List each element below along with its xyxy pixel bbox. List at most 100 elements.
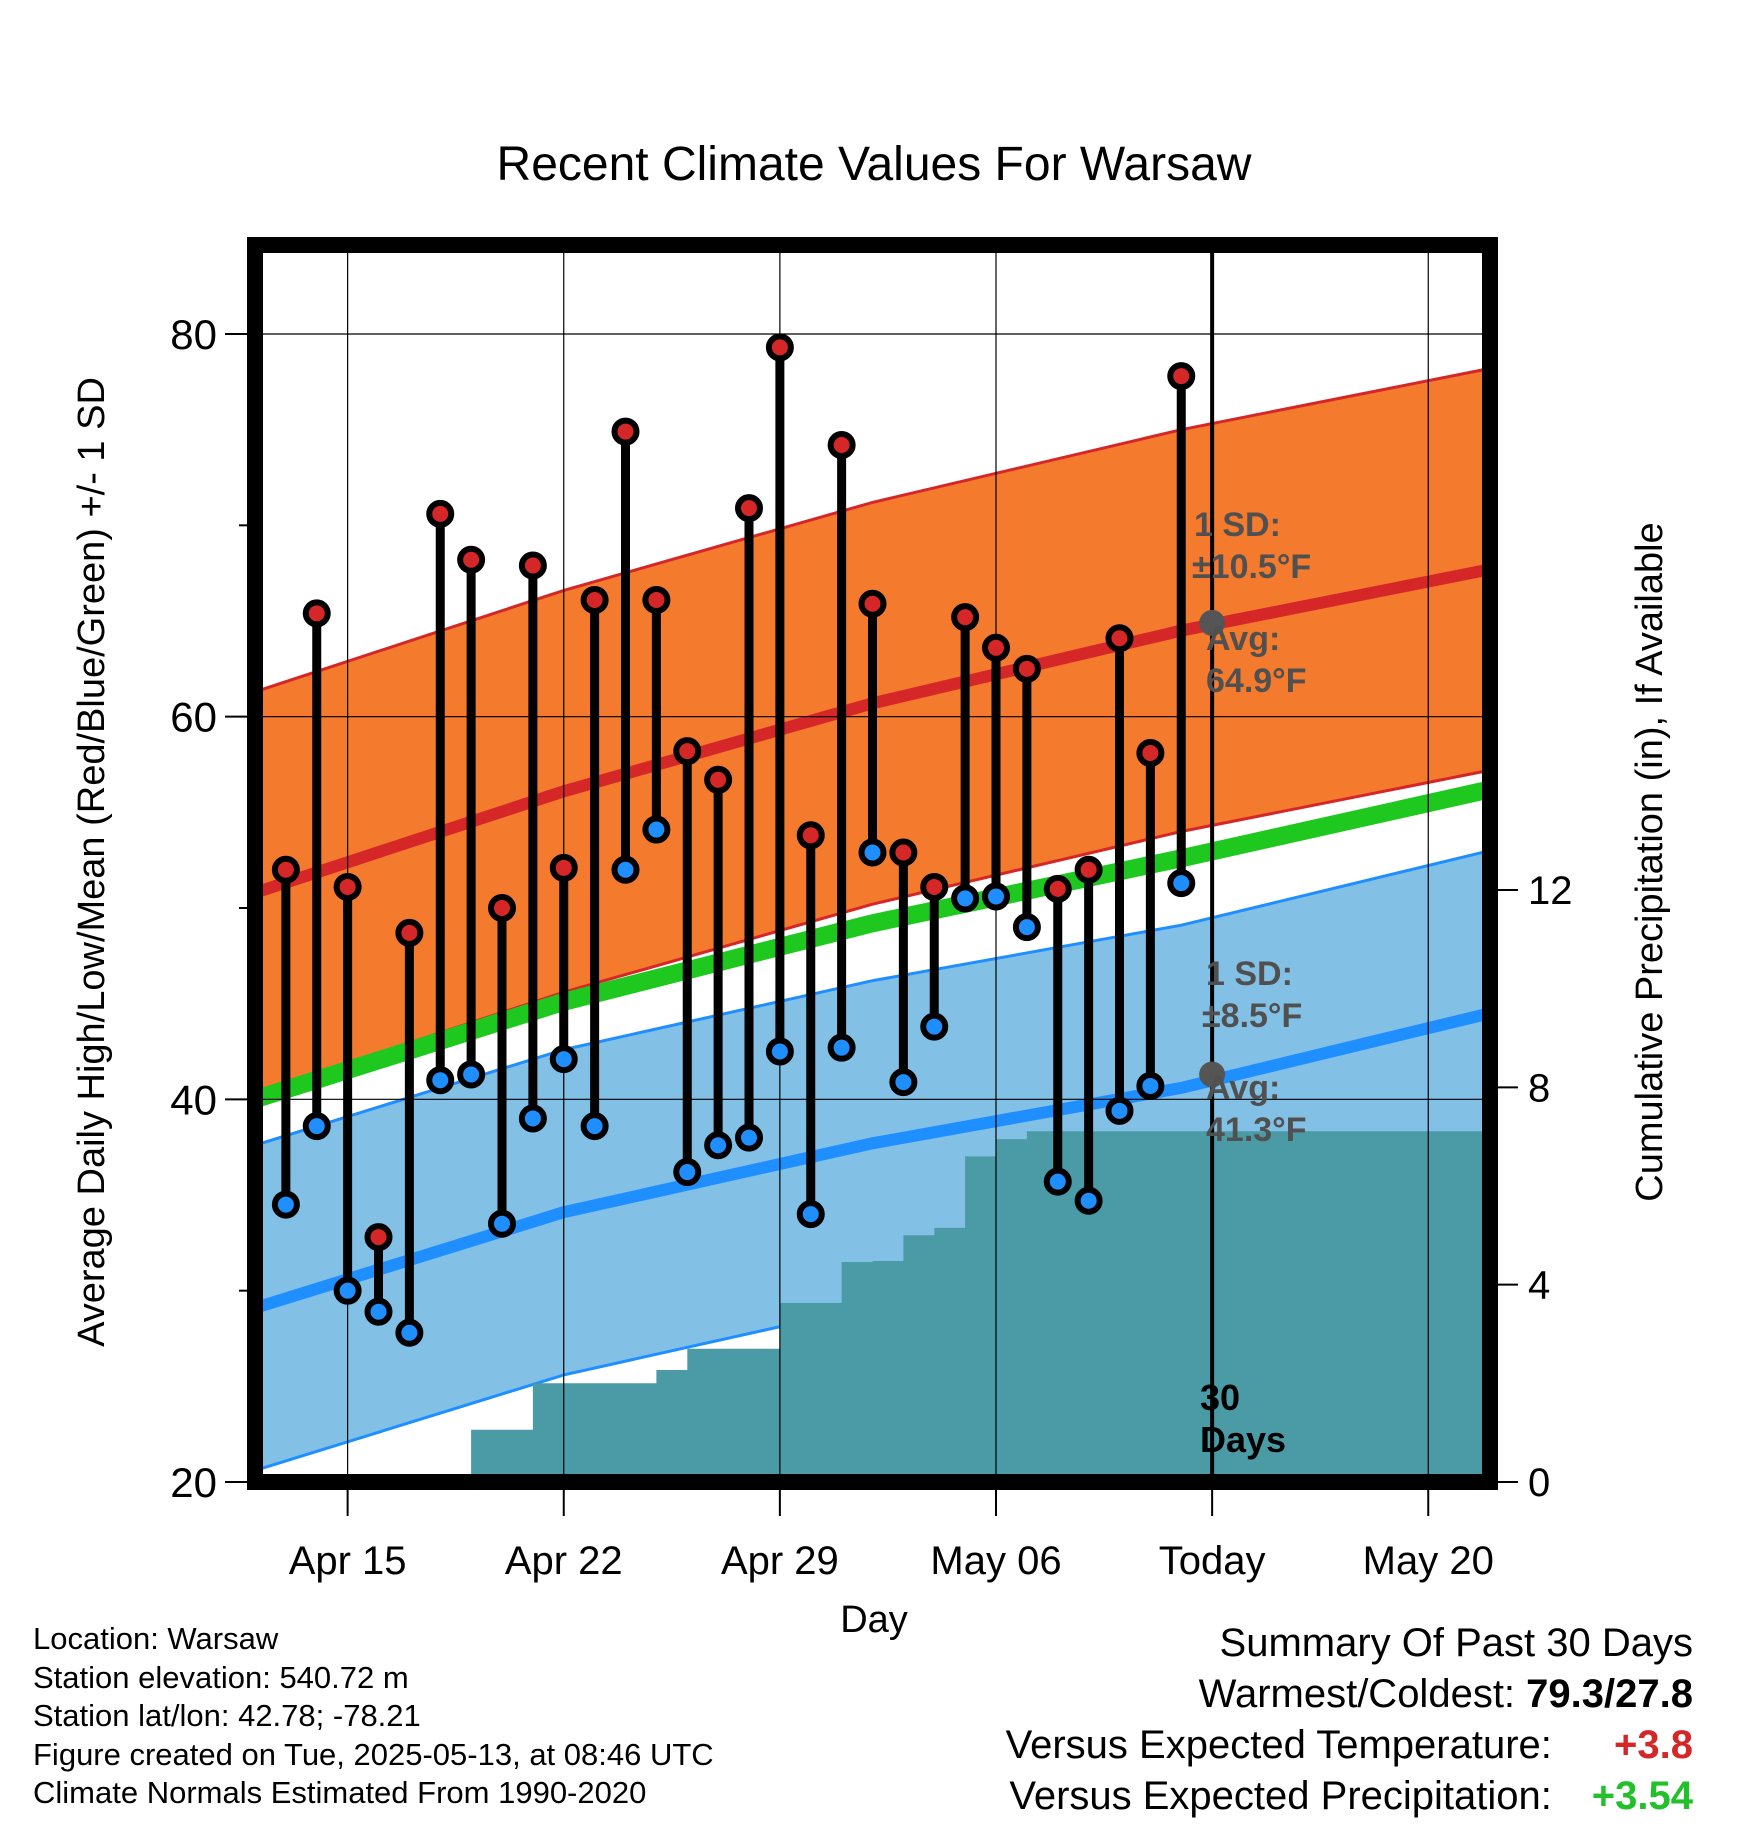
high-temp-point (1043, 874, 1072, 903)
summary-temp-value: +3.8 (1614, 1723, 1693, 1767)
high-temp-point (611, 417, 640, 446)
high-temp-point (271, 855, 300, 884)
y-tick-label: 80 (170, 311, 217, 358)
high-temp-point (704, 765, 733, 794)
low-temp-point (673, 1158, 702, 1187)
high-temp-point (642, 585, 671, 614)
summary-title: Summary Of Past 30 Days (1219, 1621, 1693, 1665)
low-temp-point (1043, 1167, 1072, 1196)
x-tick-label: Today (1159, 1539, 1266, 1583)
high-temp-point (1136, 739, 1165, 768)
low-temp-point (1012, 913, 1041, 942)
station-info: Location: Warsaw Station elevation: 540.… (33, 1620, 714, 1813)
high-temp-point (333, 872, 362, 901)
created-text: Figure created on Tue, 2025-05-13, at 08… (33, 1736, 714, 1772)
x-tick-label: Apr 22 (505, 1539, 623, 1583)
summary-warm-value: 79.3/27.8 (1526, 1672, 1693, 1716)
low-temp-point (457, 1060, 486, 1089)
y-tick-label: 20 (170, 1459, 217, 1506)
x-tick-label: Apr 15 (289, 1539, 407, 1583)
x-axis-label: Day (840, 1599, 908, 1641)
mean-normal-line (262, 781, 1483, 1107)
summary-precip-label: Versus Expected Precipitation: (1009, 1774, 1552, 1818)
low-temp-point (951, 884, 980, 913)
y-tick-label: 60 (170, 694, 217, 741)
high-temp-point (920, 872, 949, 901)
days-word-label: Days (1200, 1419, 1286, 1460)
x-tick-label: Apr 29 (721, 1539, 839, 1583)
low-temp-point (1167, 869, 1196, 898)
precip-area (471, 1131, 1483, 1475)
low-temp-point (426, 1066, 455, 1095)
y2-tick-label: 8 (1528, 1066, 1550, 1110)
high-temp-point (426, 499, 455, 528)
y2-tick-label: 0 (1528, 1461, 1550, 1505)
high-temp-point (580, 585, 609, 614)
elevation-text: Station elevation: 540.72 m (33, 1659, 409, 1695)
y2-tick-label: 12 (1528, 869, 1573, 913)
high-band-upper-edge (262, 368, 1483, 692)
low-temp-point (518, 1104, 547, 1133)
high-temp-point (1105, 624, 1134, 653)
low-normal-line (262, 1008, 1483, 1313)
high-temp-point (364, 1223, 393, 1252)
low-avg-label: Avg: (1206, 1069, 1280, 1107)
high-avg-label: Avg: (1206, 620, 1280, 658)
low-temp-point (364, 1297, 393, 1326)
today-low-normal-marker (1199, 1061, 1226, 1088)
low-temp-point (796, 1200, 825, 1229)
low-temp-point (827, 1033, 856, 1062)
high-temp-point (518, 551, 547, 580)
low-temp-point (889, 1068, 918, 1097)
location-text: Location: Warsaw (33, 1621, 279, 1656)
low-temp-point (611, 855, 640, 884)
normals-text: Climate Normals Estimated From 1990-2020 (33, 1775, 647, 1810)
y2-tick-label: 4 (1528, 1264, 1550, 1308)
high-temp-point (982, 633, 1010, 662)
summary-warm-label: Warmest/Coldest: (1198, 1672, 1516, 1716)
low-temp-point (580, 1112, 609, 1141)
low-temp-point (1136, 1071, 1165, 1100)
low-temp-point (1105, 1096, 1134, 1125)
high-temp-point (395, 918, 424, 947)
y-tick-label: 40 (170, 1076, 217, 1123)
low-avg-value: 41.3°F (1206, 1111, 1307, 1149)
high-temp-point (549, 853, 578, 882)
days-count-label: 30 (1200, 1377, 1240, 1418)
x-tick-label: May 20 (1363, 1539, 1494, 1583)
low-temp-point (302, 1112, 331, 1141)
high-temp-point (1167, 362, 1196, 391)
high-temp-point (457, 545, 486, 574)
high-temp-point (951, 603, 980, 632)
low-temp-point (271, 1190, 300, 1219)
low-temp-point (1074, 1186, 1103, 1215)
latlon-text: Station lat/lon: 42.78; -78.21 (33, 1698, 421, 1733)
low-temp-point (549, 1045, 578, 1074)
low-temp-point (735, 1123, 763, 1152)
high-temp-point (488, 894, 516, 922)
high-temp-point (827, 430, 856, 459)
low-temp-point (858, 838, 887, 867)
today-high-normal-marker (1199, 609, 1226, 636)
summary-temp-row: Versus Expected Temperature: +3.8 (1006, 1720, 1693, 1771)
x-tick-label: May 06 (930, 1539, 1061, 1583)
low-temp-point (982, 882, 1010, 911)
summary-precip-value: +3.54 (1591, 1774, 1693, 1818)
low-temp-point (642, 815, 671, 844)
low-temp-point (765, 1037, 794, 1066)
summary-precip-row: Versus Expected Precipitation: +3.54 (1006, 1771, 1693, 1822)
summary-temp-label: Versus Expected Temperature: (1005, 1723, 1552, 1767)
high-temp-point (796, 821, 825, 850)
high-avg-value: 64.9°F (1206, 662, 1307, 700)
high-temp-point (1074, 855, 1103, 884)
y-axis-label: Average Daily High/Low/Mean (Red/Blue/Gr… (71, 377, 113, 1347)
y2-axis-label: Cumulative Precipitation (in), If Availa… (1629, 522, 1671, 1201)
low-sd-band (262, 852, 1483, 1469)
low-temp-point (395, 1318, 424, 1347)
high-sd-label: 1 SD: (1194, 506, 1281, 544)
high-temp-point (765, 333, 794, 362)
low-sd-value: ±8.5°F (1202, 997, 1302, 1035)
high-temp-point (889, 838, 918, 867)
low-temp-point (704, 1131, 733, 1160)
